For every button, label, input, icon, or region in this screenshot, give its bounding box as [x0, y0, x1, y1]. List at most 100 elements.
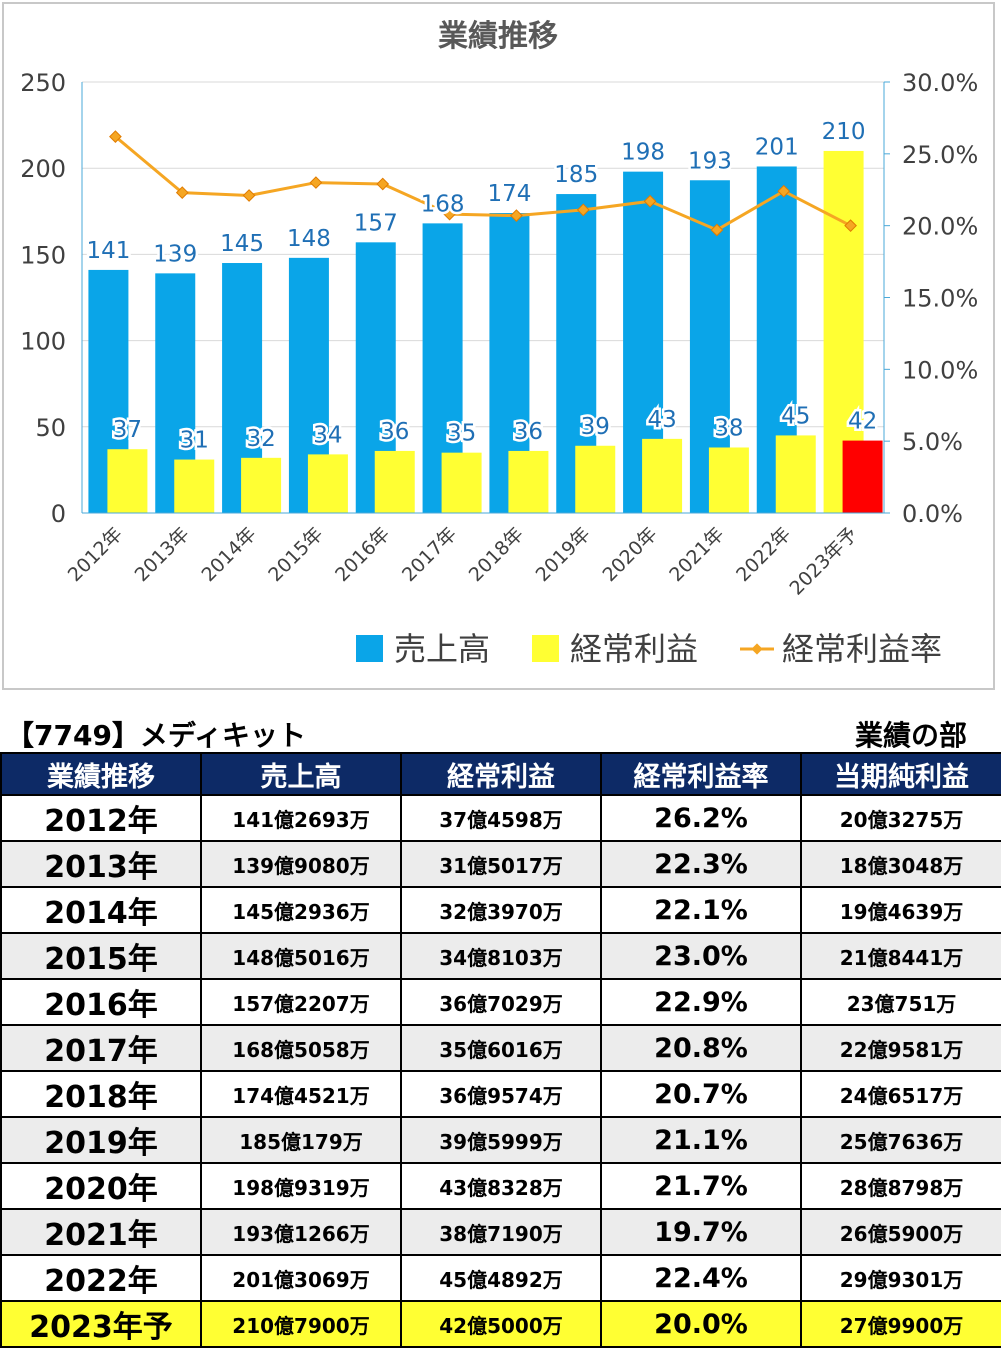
chart-frame: 業績推移 0 50 100 150 200 250 0.0% 5.0% 10.0% 15.0% 20.…	[2, 2, 995, 690]
y-tick-label: 0	[51, 500, 66, 528]
y-tick-label: 100	[20, 328, 66, 356]
cell-ordinary-profit: 36億9574万	[400, 1070, 602, 1118]
y2-tick-label: 15.0%	[902, 285, 978, 313]
table-row: 2017年 168億5058万 35億6016万 20.8% 22億9581万	[0, 1024, 1001, 1072]
y2-tick-label: 30.0%	[902, 69, 978, 97]
cell-profit-rate: 21.1%	[600, 1116, 802, 1164]
x-tick-label: 2022年	[732, 523, 795, 586]
data-label-sales: 174	[487, 181, 531, 207]
cell-sales: 145億2936万	[200, 886, 402, 934]
col-header-net-income: 当期純利益	[800, 752, 1001, 796]
cell-profit-rate: 21.7%	[600, 1162, 802, 1210]
marker-profit-rate	[844, 219, 857, 233]
col-header-profit-rate: 経常利益率	[600, 752, 802, 796]
cell-sales: 148億5016万	[200, 932, 402, 980]
bar-ordinary-profit	[775, 435, 816, 513]
cell-sales: 210億7900万	[200, 1300, 402, 1348]
performance-chart: 業績推移 0 50 100 150 200 250 0.0% 5.0% 10.0% 15.0% 20.…	[20, 19, 978, 668]
x-tick-label: 2020年	[598, 523, 661, 586]
cell-net-income: 19億4639万	[800, 886, 1001, 934]
table-row: 2018年 174億4521万 36億9574万 20.7% 24億6517万	[0, 1070, 1001, 1118]
cell-sales: 174億4521万	[200, 1070, 402, 1118]
bar-ordinary-profit	[107, 449, 148, 513]
cell-net-income: 18億3048万	[800, 840, 1001, 888]
cell-sales: 193億1266万	[200, 1208, 402, 1256]
cell-period: 2020年	[0, 1162, 202, 1210]
bar-ordinary-profit	[575, 445, 616, 513]
data-label-ordinary-profit: 35	[447, 421, 476, 447]
performance-table: 業績推移 売上高 経常利益 経常利益率 当期純利益 2012年 141億2693万…	[0, 752, 1001, 1348]
x-tick-label: 2016年	[331, 523, 394, 586]
cell-profit-rate: 19.7%	[600, 1208, 802, 1256]
y-tick-label: 200	[20, 155, 66, 183]
table-row: 2014年 145億2936万 32億3970万 22.1% 19億4639万	[0, 886, 1001, 934]
marker-profit-rate	[376, 177, 390, 191]
marker-profit-rate	[710, 223, 724, 237]
data-label-ordinary-profit: 38	[714, 415, 743, 441]
cell-ordinary-profit: 31億5017万	[400, 840, 602, 888]
bar-ordinary-profit	[708, 447, 749, 513]
data-label-ordinary-profit: 32	[246, 426, 275, 452]
data-label-sales: 145	[220, 231, 264, 257]
cell-period: 2021年	[0, 1208, 202, 1256]
x-tick-label: 2014年	[197, 523, 260, 586]
line-profit-rate	[114, 135, 852, 232]
x-tick-label: 2017年	[398, 523, 461, 586]
data-label-sales: 148	[287, 226, 331, 252]
cell-ordinary-profit: 35億6016万	[400, 1024, 602, 1072]
cell-sales: 201億3069万	[200, 1254, 402, 1302]
marker-profit-rate	[175, 186, 189, 199]
marker-profit-rate	[242, 189, 256, 202]
cell-sales: 157億2207万	[200, 978, 402, 1026]
col-header-period: 業績推移	[0, 752, 202, 796]
marker-profit-rate	[309, 176, 323, 189]
cell-net-income: 29億9301万	[800, 1254, 1001, 1302]
cell-profit-rate: 23.0%	[600, 932, 802, 980]
table-header-row: 【7749】メディキット 業績の部	[0, 712, 1001, 752]
data-label-sales: 141	[86, 238, 130, 264]
data-label-ordinary-profit: 31	[180, 428, 209, 454]
cell-sales: 198億9319万	[200, 1162, 402, 1210]
cell-ordinary-profit: 43億8328万	[400, 1162, 602, 1210]
legend-swatch-ordinary-profit	[532, 635, 559, 662]
data-label-sales: 193	[688, 148, 732, 174]
cell-profit-rate: 20.7%	[600, 1070, 802, 1118]
cell-sales: 168億5058万	[200, 1024, 402, 1072]
cell-net-income: 26億5900万	[800, 1208, 1001, 1256]
y2-tick-label: 10.0%	[902, 356, 978, 384]
cell-period: 2015年	[0, 932, 202, 980]
marker-profit-rate	[576, 203, 590, 217]
x-tick-label: 2013年	[131, 523, 194, 586]
data-label-ordinary-profit: 36	[380, 419, 409, 445]
legend-label-ordinary-profit: 経常利益	[570, 630, 698, 668]
cell-net-income: 28億8798万	[800, 1162, 1001, 1210]
cell-period: 2023年予	[0, 1300, 202, 1348]
x-tick-label: 2012年	[64, 523, 127, 586]
data-label-sales: 157	[354, 210, 398, 236]
data-label-sales: 198	[621, 140, 665, 166]
table-row: 2012年 141億2693万 37億4598万 26.2% 20億3275万	[0, 794, 1001, 842]
legend-swatch-sales	[356, 635, 383, 662]
cell-net-income: 24億6517万	[800, 1070, 1001, 1118]
x-tick-label: 2023年予	[785, 523, 862, 600]
marker-profit-rate	[643, 194, 657, 208]
col-header-ordinary-profit: 経常利益	[400, 752, 602, 796]
table-row: 2019年 185億179万 39億5999万 21.1% 25億7636万	[0, 1116, 1001, 1164]
cell-sales: 139億9080万	[200, 840, 402, 888]
table-row: 2021年 193億1266万 38億7190万 19.7% 26億5900万	[0, 1208, 1001, 1256]
cell-period: 2012年	[0, 794, 202, 842]
cell-net-income: 20億3275万	[800, 794, 1001, 842]
cell-ordinary-profit: 38億7190万	[400, 1208, 602, 1256]
cell-ordinary-profit: 42億5000万	[400, 1300, 602, 1348]
cell-net-income: 21億8441万	[800, 932, 1001, 980]
cell-ordinary-profit: 36億7029万	[400, 978, 602, 1026]
data-label-sales: 210	[822, 119, 866, 145]
bar-ordinary-profit	[842, 440, 883, 513]
marker-profit-rate	[443, 207, 456, 221]
table-row: 2013年 139億9080万 31億5017万 22.3% 18億3048万	[0, 840, 1001, 888]
cell-period: 2018年	[0, 1070, 202, 1118]
cell-net-income: 25億7636万	[800, 1116, 1001, 1164]
x-tick-label: 2021年	[665, 523, 728, 586]
marker-profit-rate	[777, 184, 791, 198]
data-label-sales: 185	[554, 162, 598, 188]
